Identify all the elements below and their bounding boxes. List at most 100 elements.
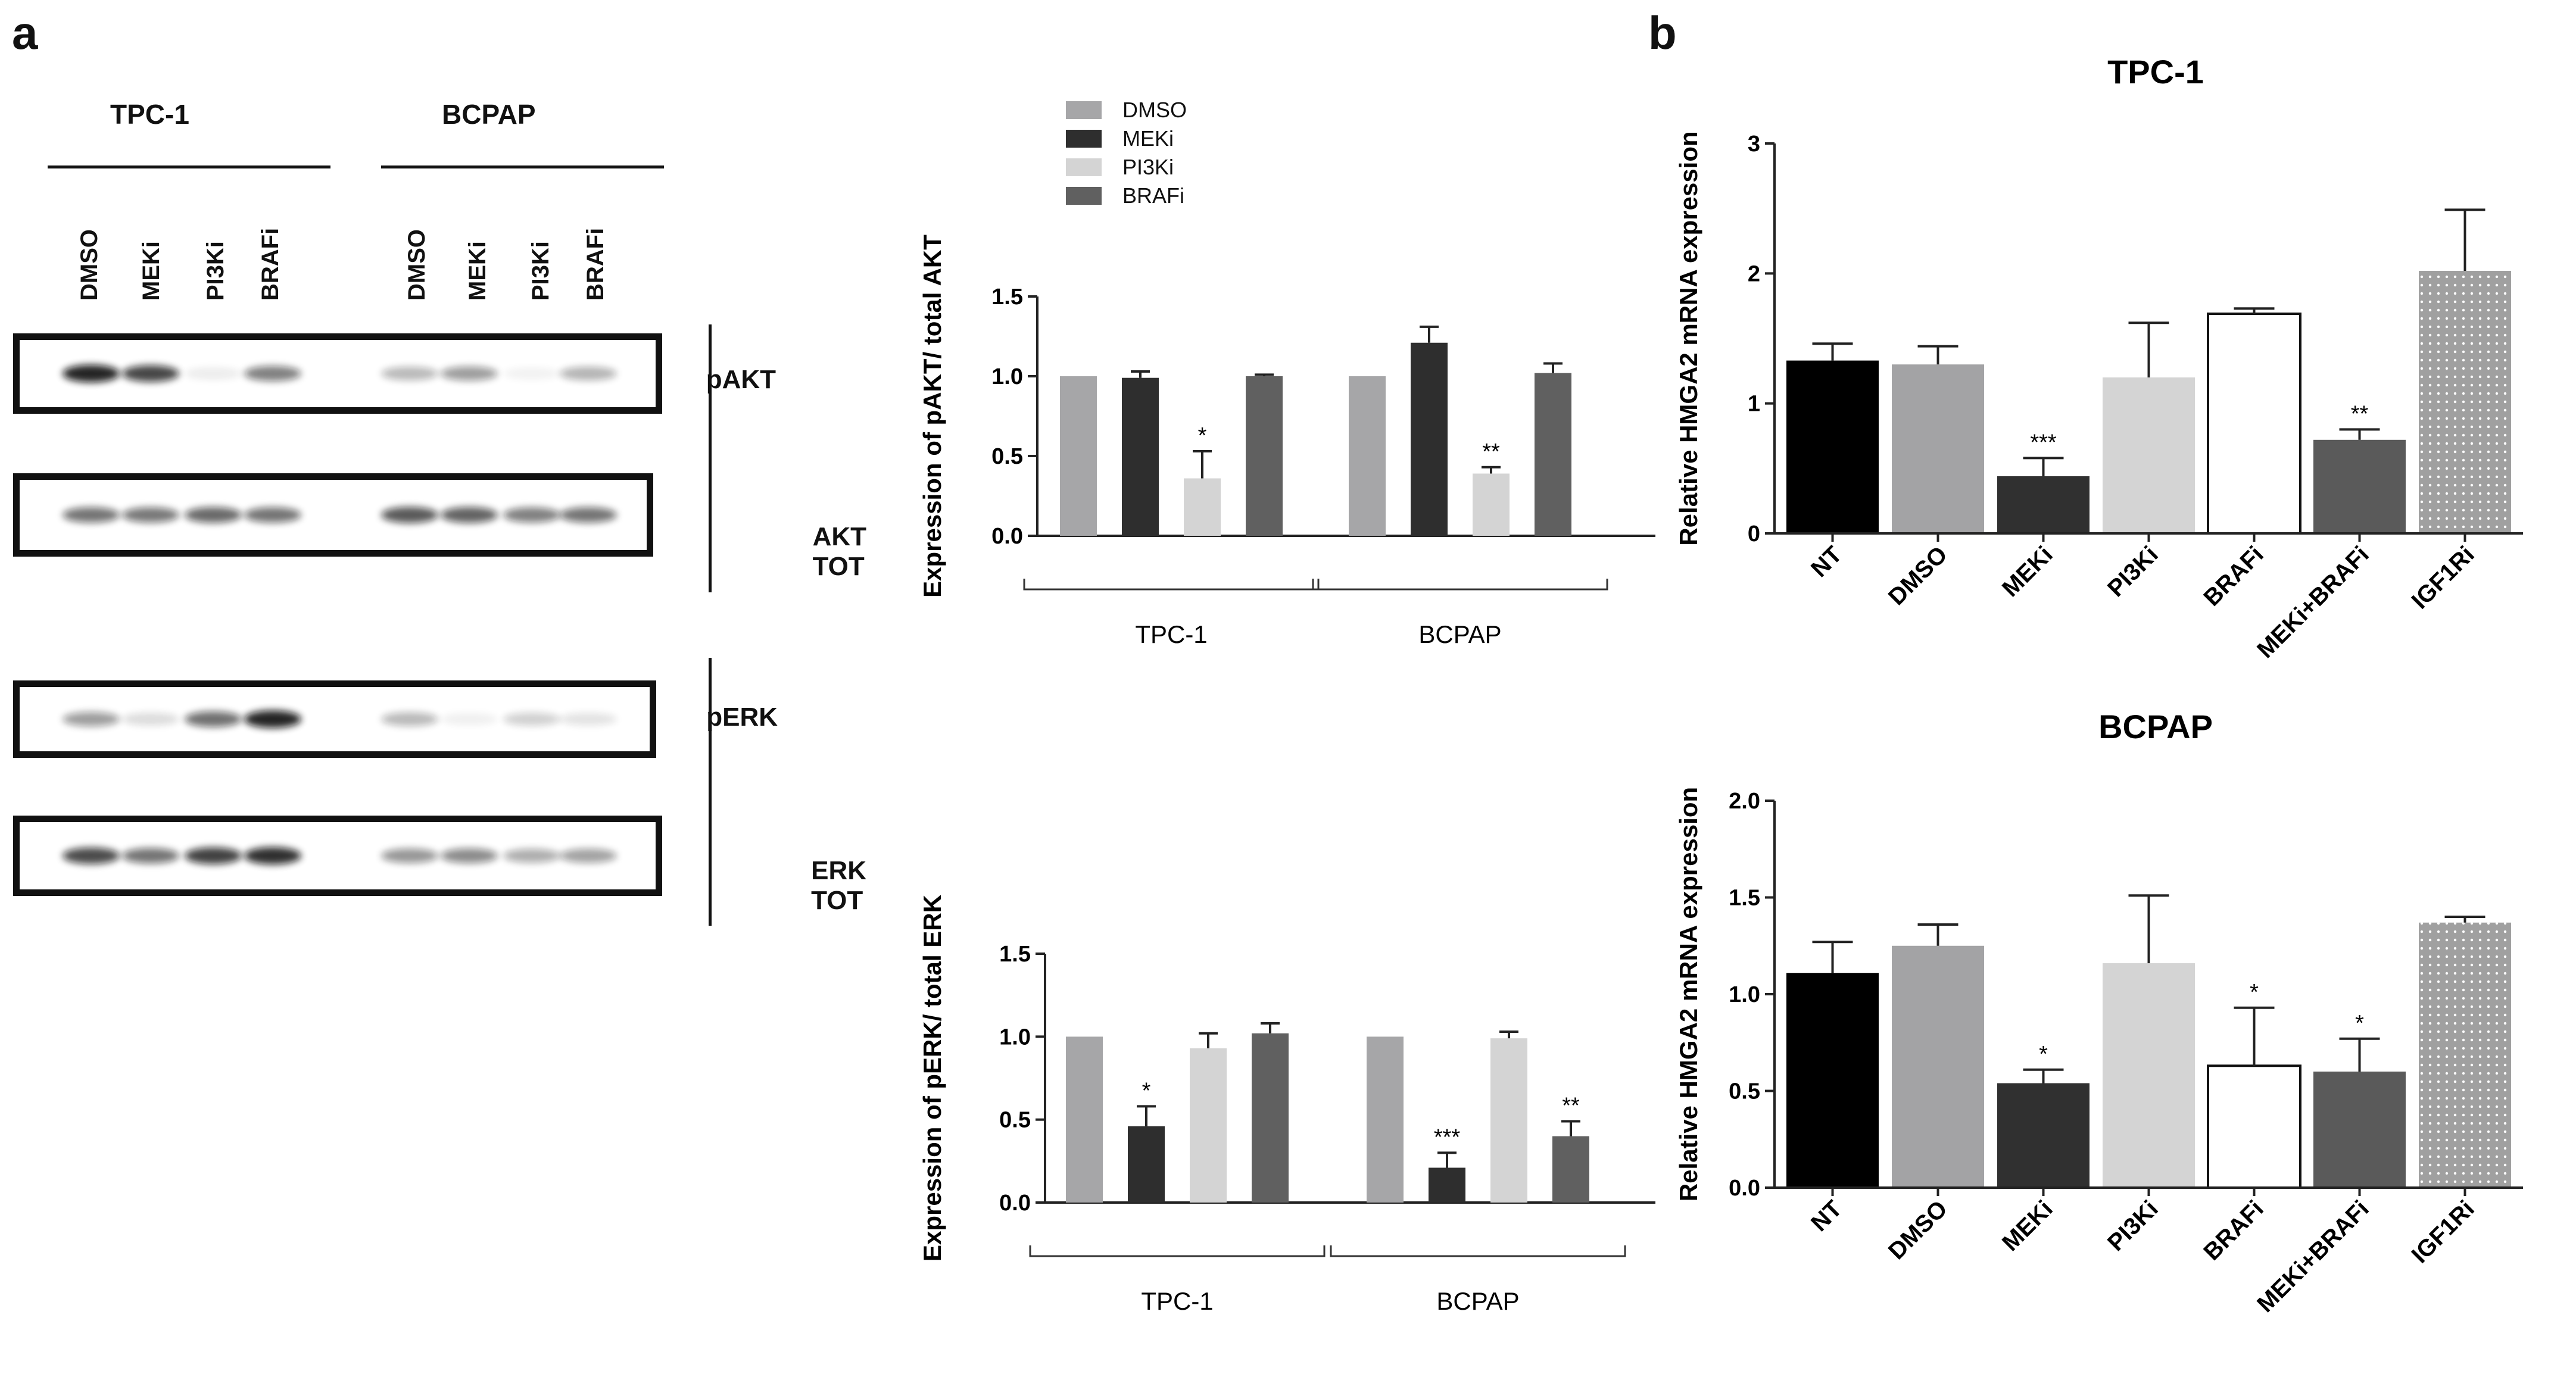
significance-marker: *** bbox=[2030, 430, 2057, 455]
blot-row-label-erk-tot: ERK TOT bbox=[811, 856, 866, 915]
bar-tpc-1-pi3ki bbox=[1184, 478, 1221, 536]
blot-strip-akt-tot bbox=[13, 473, 653, 557]
blot-band bbox=[244, 366, 301, 382]
blot-band bbox=[122, 365, 179, 382]
group-bracket bbox=[1330, 1245, 1626, 1257]
lane-label: MEKi bbox=[464, 241, 491, 301]
blot-band bbox=[560, 507, 617, 523]
blot-strip-erk-tot bbox=[13, 816, 662, 896]
x-tick-label: NT bbox=[1806, 541, 1847, 582]
blot-band bbox=[381, 507, 438, 523]
y-tick-label: 0.5 bbox=[1729, 1079, 1760, 1104]
chart-bcpap-hmga2: BCPAP Relative HMGA2 mRNA expression 0.0 0.… bbox=[1674, 708, 2523, 1317]
blot-band bbox=[503, 507, 560, 523]
chart-perk: 0.0 0.5 1.0 1.5 Expression of pERK/ total ER… bbox=[918, 895, 1655, 1315]
legend-label: BRAFi bbox=[1122, 183, 1185, 208]
x-tick-label: PI3Ki bbox=[2103, 541, 2163, 602]
blot-group-line-tpc1 bbox=[48, 165, 330, 168]
blot-band bbox=[441, 713, 498, 726]
bar-brafi bbox=[2207, 313, 2301, 535]
blot-band bbox=[503, 848, 560, 863]
blot-band bbox=[63, 847, 120, 864]
blot-band bbox=[63, 711, 120, 727]
bar-bcpap-meki bbox=[1429, 1167, 1465, 1203]
blot-band bbox=[122, 848, 179, 864]
significance-marker: * bbox=[2250, 980, 2259, 1005]
blot-divider-erk bbox=[709, 658, 712, 926]
x-tick-label: IGF1Ri bbox=[2407, 541, 2480, 614]
y-tick-label: 3 bbox=[1748, 132, 1760, 157]
y-tick-label: 0 bbox=[1748, 522, 1760, 547]
bar-meki-brafi bbox=[2313, 439, 2406, 533]
bar-tpc-1-dmso bbox=[1066, 1036, 1103, 1203]
blot-row-label-pakt: pAKT bbox=[706, 365, 776, 394]
x-tick-label: NT bbox=[1806, 1195, 1847, 1236]
x-tick-label: BRAFi bbox=[2198, 1195, 2269, 1266]
y-axis-label: Expression of pERK/ total ERK bbox=[918, 895, 946, 1261]
blot-band bbox=[63, 507, 120, 523]
group-label: TPC-1 bbox=[1135, 620, 1207, 648]
legend-label: DMSO bbox=[1122, 98, 1187, 122]
legend-swatch bbox=[1066, 101, 1102, 119]
blot-cell-line-bcpap: BCPAP bbox=[442, 99, 536, 130]
chart-title: BCPAP bbox=[2098, 708, 2213, 745]
x-tick-label: DMSO bbox=[1883, 1195, 1953, 1264]
bar-pi3ki bbox=[2103, 377, 2195, 533]
legend: DMSO MEKi PI3Ki BRAFi bbox=[1066, 95, 1262, 220]
western-blot: TPC-1 BCPAP DMSO MEKi PI3Ki BRAFi DMSO M… bbox=[0, 0, 866, 953]
chart-title: TPC-1 bbox=[2107, 53, 2204, 90]
x-tick-label: IGF1Ri bbox=[2407, 1195, 2480, 1268]
blot-band bbox=[381, 367, 438, 380]
y-tick-label: 1.5 bbox=[999, 942, 1031, 967]
blot-strip-pakt bbox=[13, 333, 662, 414]
blot-band bbox=[560, 848, 617, 863]
y-tick-label: 1 bbox=[1748, 392, 1760, 417]
blot-band bbox=[185, 847, 242, 864]
significance-marker: * bbox=[1198, 423, 1207, 448]
group-label: BCPAP bbox=[1418, 620, 1501, 648]
blot-band bbox=[381, 712, 438, 726]
legend-label: MEKi bbox=[1122, 126, 1174, 151]
bar-bcpap-meki bbox=[1411, 342, 1448, 536]
group-bracket bbox=[1023, 579, 1320, 591]
blot-band bbox=[560, 366, 617, 381]
lane-label: MEKi bbox=[138, 241, 164, 301]
blot-band bbox=[185, 711, 242, 727]
blot-band bbox=[381, 848, 438, 863]
x-tick-label: DMSO bbox=[1883, 541, 1953, 610]
significance-marker: *** bbox=[1434, 1125, 1461, 1150]
blot-band bbox=[185, 367, 242, 380]
blot-band bbox=[185, 507, 242, 523]
panel-a-label: a bbox=[12, 7, 38, 59]
bar-nt bbox=[1786, 973, 1879, 1188]
x-tick-label: MEKi+BRAFi bbox=[2252, 1195, 2374, 1317]
bar-bcpap-pi3ki bbox=[1490, 1038, 1527, 1203]
bar-meki bbox=[1997, 476, 2090, 533]
lane-label: DMSO bbox=[404, 229, 430, 301]
blot-strip-perk bbox=[13, 680, 656, 758]
y-tick-label: 0.0 bbox=[991, 524, 1023, 549]
blot-row-label-akt-tot: AKT TOT bbox=[812, 522, 866, 581]
group-label: BCPAP bbox=[1436, 1287, 1519, 1315]
lane-label: PI3Ki bbox=[202, 241, 229, 301]
bar-tpc-1-dmso bbox=[1060, 376, 1097, 536]
blot-row-label-perk: pERK bbox=[706, 702, 778, 732]
y-tick-label: 1.5 bbox=[991, 285, 1023, 310]
x-tick-label: MEKi bbox=[1997, 1195, 2058, 1256]
blot-band bbox=[441, 507, 498, 523]
y-tick-label: 1.0 bbox=[999, 1025, 1031, 1050]
bar-igf1ri bbox=[2419, 922, 2511, 1188]
x-tick-label: BRAFi bbox=[2198, 541, 2269, 611]
blot-band bbox=[560, 713, 617, 726]
bar-bcpap-brafi bbox=[1552, 1136, 1589, 1203]
lane-label: BRAFi bbox=[257, 227, 283, 301]
y-tick-label: 0.0 bbox=[1729, 1176, 1760, 1201]
bar-tpc-1-meki bbox=[1128, 1126, 1165, 1203]
x-tick-label: MEKi+BRAFi bbox=[2252, 541, 2374, 663]
bar-tpc-1-brafi bbox=[1252, 1033, 1289, 1203]
lane-label: DMSO bbox=[76, 229, 102, 301]
significance-marker: * bbox=[2039, 1042, 2048, 1067]
bar-meki-brafi bbox=[2313, 1072, 2406, 1188]
bar-meki bbox=[1997, 1083, 2090, 1188]
blot-band bbox=[244, 847, 301, 864]
